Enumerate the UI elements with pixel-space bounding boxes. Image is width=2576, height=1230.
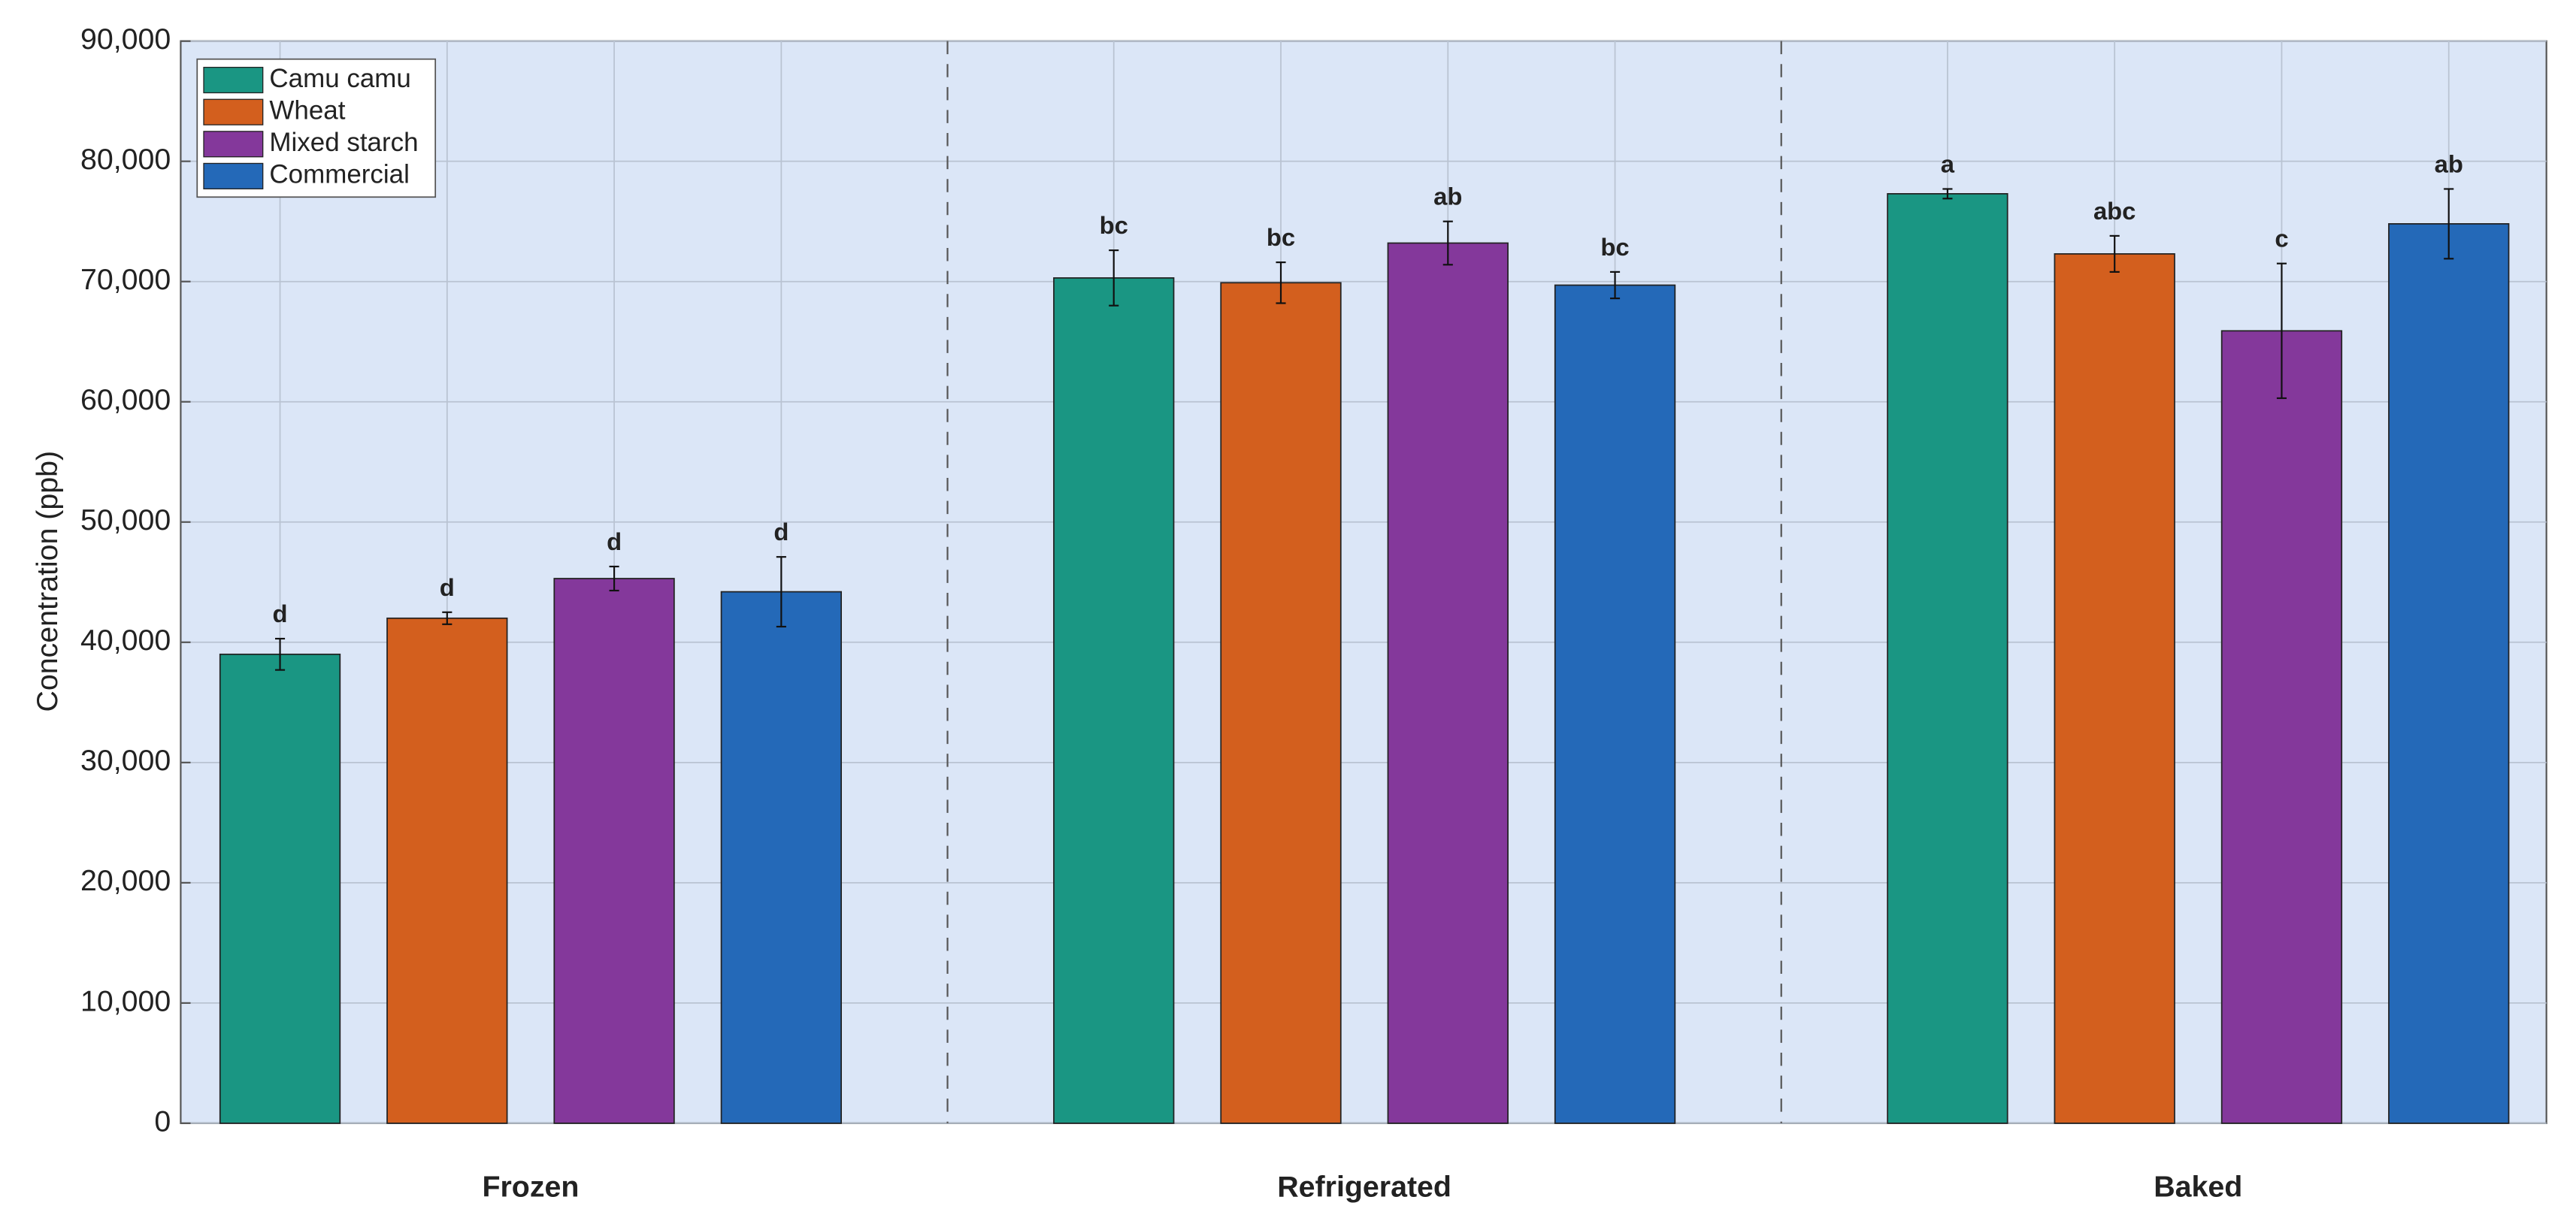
y-tick-label: 90,000 bbox=[80, 23, 171, 56]
y-tick-label: 30,000 bbox=[80, 744, 171, 777]
y-tick-label: 80,000 bbox=[80, 143, 171, 176]
annotation: ab bbox=[2435, 150, 2463, 178]
legend-label: Camu camu bbox=[269, 64, 410, 93]
x-tick-label: Refrigerated bbox=[1277, 1171, 1451, 1204]
y-axis-label: Concentration (ppb) bbox=[31, 451, 64, 712]
x-tick-label: Baked bbox=[2154, 1171, 2242, 1204]
bar bbox=[720, 591, 843, 1124]
legend-label: Mixed starch bbox=[269, 128, 418, 157]
y-tick-label: 20,000 bbox=[80, 864, 171, 897]
y-tick-label: 70,000 bbox=[80, 263, 171, 296]
annotation: d bbox=[440, 573, 455, 601]
legend-swatch bbox=[203, 98, 264, 125]
annotation: a bbox=[1941, 150, 1955, 178]
plot-area bbox=[180, 40, 2547, 1125]
annotation: ab bbox=[1433, 183, 1462, 210]
bar bbox=[2220, 330, 2343, 1124]
legend-label: Commercial bbox=[269, 160, 409, 189]
bar bbox=[219, 653, 341, 1124]
bar bbox=[1554, 284, 1676, 1124]
y-tick-label: 60,000 bbox=[80, 383, 171, 416]
bar bbox=[1220, 282, 1342, 1124]
annotation: c bbox=[2275, 225, 2288, 252]
annotation: bc bbox=[1267, 223, 1295, 251]
annotation: bc bbox=[1100, 211, 1128, 239]
annotation: bc bbox=[1600, 233, 1629, 261]
annotation: d bbox=[773, 518, 789, 545]
annotation: d bbox=[273, 600, 288, 627]
y-tick-label: 10,000 bbox=[80, 984, 171, 1017]
y-tick-label: 0 bbox=[154, 1105, 171, 1138]
bar bbox=[2388, 223, 2510, 1124]
bar bbox=[1387, 242, 1509, 1124]
bar bbox=[1053, 277, 1175, 1124]
y-tick-label: 50,000 bbox=[80, 503, 171, 536]
bar bbox=[2054, 253, 2175, 1124]
y-tick-label: 40,000 bbox=[80, 624, 171, 657]
legend-swatch bbox=[203, 162, 264, 189]
legend-label: Wheat bbox=[269, 95, 345, 125]
legend-swatch bbox=[203, 131, 264, 158]
annotation: d bbox=[607, 527, 622, 555]
legend-swatch bbox=[203, 66, 264, 94]
bar bbox=[386, 617, 508, 1124]
bar bbox=[1887, 193, 2008, 1124]
annotation: abc bbox=[2093, 197, 2136, 225]
x-tick-label: Frozen bbox=[482, 1171, 579, 1204]
bar bbox=[553, 578, 675, 1124]
